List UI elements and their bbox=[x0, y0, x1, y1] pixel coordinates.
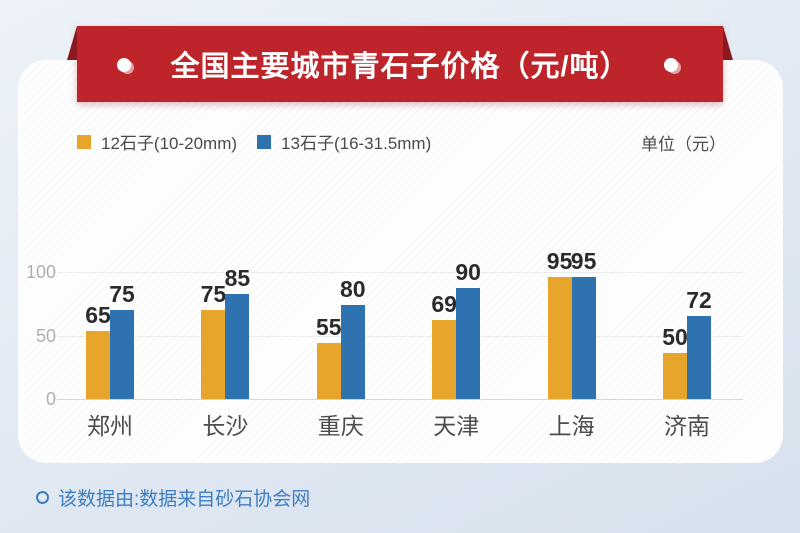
bar-value-label: 72 bbox=[686, 287, 712, 313]
legend: 12石子(10-20mm) 13石子(16-31.5mm) bbox=[77, 129, 431, 154]
page-title: 全国主要城市青石子价格（元/吨） bbox=[170, 51, 630, 83]
rivet-dot bbox=[664, 58, 678, 72]
legend-swatch-yellow bbox=[77, 134, 91, 149]
bar-s1-0 bbox=[86, 331, 110, 399]
bar-s2-3 bbox=[456, 288, 481, 399]
category-label: 济南 bbox=[664, 413, 710, 439]
bar-value-label: 65 bbox=[85, 302, 111, 328]
legend-item-13: 13石子(16-31.5mm) bbox=[257, 129, 431, 154]
category-label: 长沙 bbox=[202, 413, 249, 439]
rivet-icon bbox=[117, 58, 134, 74]
title-ribbon: 全国主要城市青石子价格（元/吨） bbox=[77, 26, 723, 102]
chart-card bbox=[18, 60, 783, 463]
category-label: 郑州 bbox=[87, 413, 133, 439]
bar-s1-1 bbox=[201, 310, 226, 399]
category-label: 上海 bbox=[548, 413, 595, 439]
bar-value-label: 50 bbox=[662, 324, 688, 350]
bar-s2-2 bbox=[340, 305, 365, 399]
bar-s1-3 bbox=[432, 320, 457, 399]
ribbon-fold-right bbox=[723, 26, 733, 60]
bar-value-label: 95 bbox=[570, 248, 597, 274]
source-note-text: 该数据由:数据来自砂石协会网 bbox=[58, 489, 311, 510]
bar-s1-5 bbox=[663, 353, 687, 399]
bar-s2-1 bbox=[225, 294, 250, 399]
legend-label: 12石子(10-20mm) bbox=[101, 134, 238, 153]
unit-label: 单位（元） bbox=[641, 135, 726, 154]
category-label: 天津 bbox=[433, 413, 480, 439]
rivet-dot bbox=[117, 58, 131, 72]
bar-value-label: 75 bbox=[200, 281, 227, 307]
legend-swatch-blue bbox=[257, 134, 272, 149]
y-axis-tick-label: 50 bbox=[35, 325, 56, 346]
bar-value-label: 55 bbox=[316, 314, 342, 340]
legend-label: 13石子(16-31.5mm) bbox=[281, 134, 432, 153]
bar-s2-5 bbox=[687, 316, 711, 399]
y-axis-tick-label: 100 bbox=[25, 262, 56, 282]
category-label: 重庆 bbox=[317, 413, 364, 439]
y-axis-tick-label: 0 bbox=[45, 389, 56, 409]
bar-value-label: 69 bbox=[431, 291, 457, 317]
bar-value-label: 95 bbox=[546, 248, 573, 274]
source-note: 该数据由:数据来自砂石协会网 bbox=[36, 484, 310, 511]
gridline-50 bbox=[57, 335, 743, 337]
legend-item-12: 12石子(10-20mm) bbox=[77, 129, 237, 154]
bar-s2-4 bbox=[571, 277, 596, 399]
bar-value-label: 85 bbox=[224, 265, 251, 291]
gridline-100 bbox=[57, 272, 743, 273]
circle-bullet-icon bbox=[36, 491, 49, 504]
bar-s1-4 bbox=[547, 277, 572, 399]
ribbon-fold-left bbox=[67, 26, 77, 60]
bar-s2-0 bbox=[110, 310, 134, 399]
bar-value-label: 80 bbox=[340, 276, 366, 302]
bar-value-label: 90 bbox=[455, 259, 481, 285]
rivet-icon bbox=[664, 58, 681, 74]
gridline-0 bbox=[57, 399, 743, 400]
bar-s1-2 bbox=[316, 343, 341, 399]
bar-value-label: 75 bbox=[109, 281, 135, 307]
